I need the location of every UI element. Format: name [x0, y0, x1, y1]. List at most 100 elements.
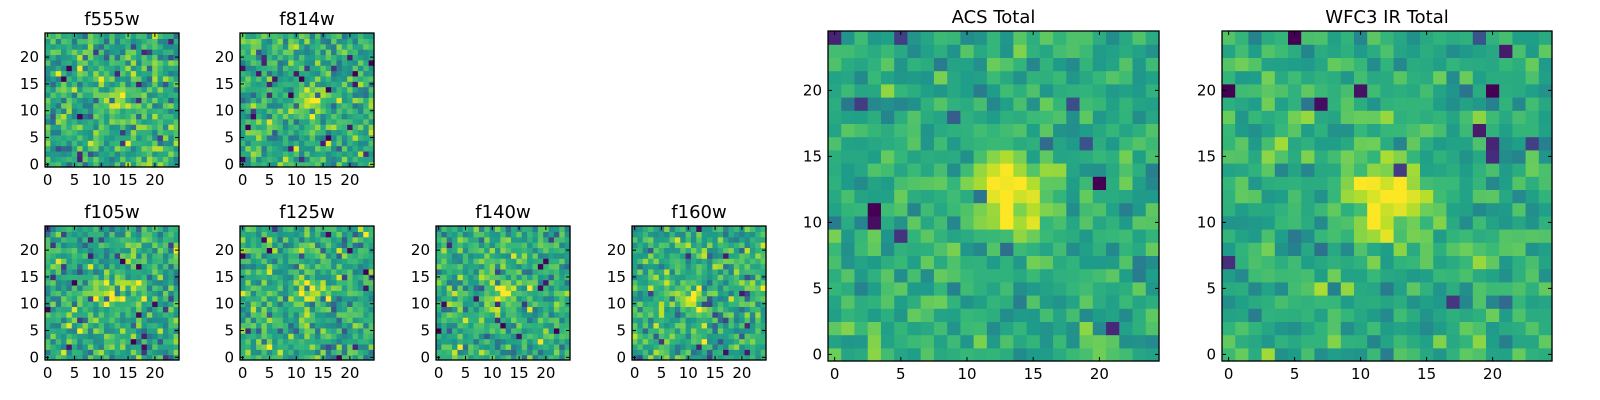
heatmap-cell [266, 349, 273, 356]
heatmap-cell [162, 86, 169, 93]
heatmap-cell [309, 124, 316, 131]
heatmap-cell [1106, 163, 1120, 177]
heatmap-cell [298, 161, 305, 168]
heatmap-cell [973, 202, 988, 217]
heatmap-cell [867, 202, 882, 217]
heatmap-cell [141, 118, 148, 125]
heatmap-cell [744, 290, 751, 297]
heatmap-cell [894, 189, 909, 204]
heatmap-cell [368, 65, 375, 72]
heatmap-cell [277, 134, 284, 141]
heatmap-cell [728, 333, 735, 340]
heatmap-cell [1106, 70, 1120, 85]
heatmap-cell [250, 333, 257, 340]
heatmap-cell [173, 284, 180, 291]
heatmap-cell [828, 255, 842, 270]
heatmap-cell [98, 284, 105, 291]
heatmap-cell [272, 274, 279, 281]
heatmap-cell [298, 295, 305, 302]
heatmap-cell [250, 231, 257, 238]
heatmap-cell [71, 295, 78, 302]
heatmap-cell [98, 306, 105, 313]
heatmap-cell [277, 231, 284, 238]
heatmap-cell [854, 31, 869, 45]
heatmap-cell [136, 258, 143, 265]
heatmap-cell [77, 75, 84, 82]
heatmap-cell [441, 284, 448, 291]
heatmap-cell [120, 124, 126, 131]
heatmap-cell [71, 322, 78, 329]
heatmap-cell [653, 343, 660, 350]
heatmap-cell [341, 279, 348, 286]
heatmap-cell [674, 284, 681, 291]
heatmap-cell [564, 236, 571, 243]
x-tick-label: 15 [1024, 365, 1043, 383]
heatmap-cell [168, 33, 175, 39]
heatmap-cell [436, 311, 442, 318]
heatmap-cell [637, 301, 644, 307]
heatmap-cell [516, 333, 523, 340]
heatmap-cell [1106, 321, 1120, 336]
heatmap-cell [240, 49, 246, 56]
heatmap-cell [77, 311, 84, 318]
heatmap-cell [136, 118, 143, 125]
heatmap-cell [114, 301, 121, 307]
heatmap-cell [478, 343, 485, 350]
heatmap-cell [125, 65, 132, 72]
heatmap-cell [723, 263, 730, 270]
heatmap-cell [103, 118, 110, 125]
heatmap-cell [973, 255, 988, 270]
heatmap-cell [511, 284, 517, 291]
heatmap-cell [707, 263, 713, 270]
heatmap-cell [288, 156, 295, 163]
heatmap-cell [162, 145, 169, 152]
heatmap-cell [473, 258, 480, 265]
heatmap-cell [505, 290, 512, 297]
heatmap-cell [55, 161, 62, 168]
heatmap-cell [157, 113, 164, 120]
heatmap-cell [653, 263, 660, 270]
heatmap-cell [685, 290, 692, 297]
heatmap-cell [1274, 295, 1289, 309]
heatmap-cell [66, 327, 73, 334]
heatmap-cell [336, 124, 343, 131]
heatmap-cell [320, 322, 327, 329]
heatmap-cell [648, 247, 655, 254]
heatmap-cell [632, 317, 638, 324]
heatmap-cell [894, 70, 909, 85]
heatmap-cell [114, 349, 121, 356]
heatmap-cell [532, 306, 539, 313]
heatmap-cell [288, 306, 295, 313]
heatmap-cell [664, 306, 671, 313]
heatmap-cell [256, 59, 263, 66]
heatmap-cell [1013, 242, 1028, 256]
heatmap-cell [173, 59, 180, 66]
heatmap-cell [157, 258, 164, 265]
heatmap-cell [152, 295, 159, 302]
heatmap-cell [653, 349, 660, 356]
heatmap-cell [136, 161, 143, 168]
heatmap-cell [553, 317, 560, 324]
heatmap-cell [120, 75, 126, 82]
heatmap-cell [103, 252, 110, 259]
heatmap-cell [304, 43, 311, 50]
heatmap-cell [298, 349, 305, 356]
heatmap-cell [685, 268, 692, 275]
heatmap-cell [669, 236, 676, 243]
heatmap-cell [744, 322, 751, 329]
heatmap-cell [125, 145, 132, 152]
heatmap-cell [157, 124, 164, 131]
heatmap-cell [120, 258, 126, 265]
heatmap-cell [1261, 149, 1276, 164]
x-tick-label: 5 [896, 365, 906, 383]
heatmap-cell [298, 108, 305, 114]
heatmap-cell [293, 65, 300, 72]
heatmap-cell [162, 81, 169, 88]
heatmap-cell [87, 91, 94, 98]
heatmap-cell [266, 75, 273, 82]
heatmap-cell [157, 306, 164, 313]
heatmap-cell [1314, 334, 1329, 349]
heatmap-cell [293, 108, 300, 114]
heatmap-cell [288, 354, 295, 361]
heatmap-cell [277, 54, 284, 61]
